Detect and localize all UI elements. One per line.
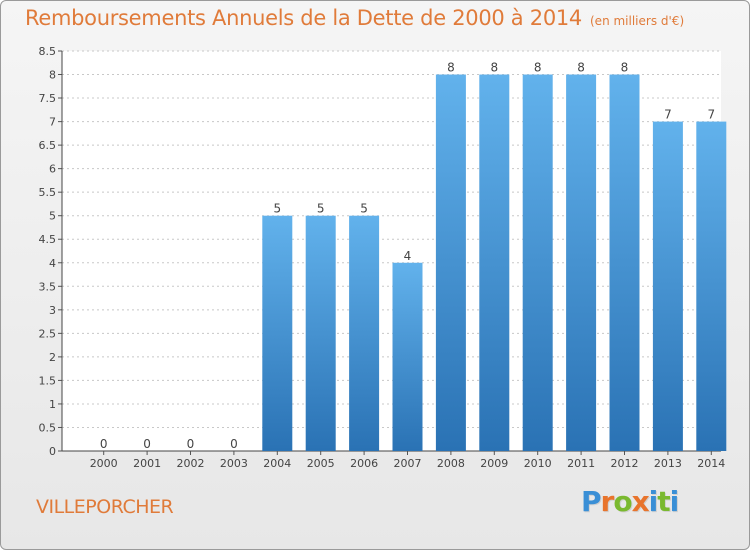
proxiti-logo: Proxiti [581,485,680,518]
bar-value-label: 0 [143,437,151,451]
x-tick-label: 2009 [480,457,508,470]
y-tick-label: 1.5 [39,374,57,387]
x-tick-label: 2008 [437,457,465,470]
y-tick-label: 3 [49,304,56,317]
bar-value-label: 8 [534,61,542,75]
y-tick-label: 6 [49,163,56,176]
bar-value-label: 5 [273,202,281,216]
logo-letter: t [657,485,670,518]
chart-title: Remboursements Annuels de la Dette de 20… [25,6,684,30]
y-tick-label: 5 [49,210,56,223]
logo-letter: r [600,485,615,518]
bar-value-label: 8 [577,61,585,75]
logo-letter: o [613,485,632,518]
y-tick-label: 3.5 [39,280,57,293]
bar-value-label: 7 [664,108,672,122]
bar [349,215,380,451]
y-tick-label: 4.5 [39,233,57,246]
x-tick-label: 2001 [133,457,161,470]
x-tick-label: 2014 [697,457,725,470]
bar [392,262,423,451]
y-tick-label: 8.5 [39,45,57,58]
x-tick-label: 2005 [307,457,335,470]
y-tick-label: 7.5 [39,92,57,105]
bar-value-label: 4 [404,249,412,263]
bar-value-label: 8 [447,61,455,75]
bar-value-label: 0 [100,437,108,451]
bar-value-label: 8 [621,61,629,75]
y-tick-label: 0 [49,445,56,458]
x-tick-label: 2011 [567,457,595,470]
chart-title-text: Remboursements Annuels de la Dette de 20… [25,6,582,30]
bar [696,121,727,452]
y-tick-label: 7 [49,116,56,129]
x-tick-label: 2007 [394,457,422,470]
town-name: VILLEPORCHER [36,496,174,518]
bar-value-label: 5 [317,202,325,216]
bar-value-label: 8 [490,61,498,75]
x-tick-label: 2000 [90,457,118,470]
y-tick-label: 5.5 [39,186,57,199]
bar [262,215,293,451]
y-tick-label: 1 [49,398,56,411]
x-tick-label: 2002 [177,457,205,470]
bar-value-label: 0 [230,437,238,451]
logo-letter: i [648,485,659,518]
x-tick-label: 2006 [350,457,378,470]
bar-value-label: 5 [360,202,368,216]
x-tick-label: 2012 [611,457,639,470]
x-tick-label: 2013 [654,457,682,470]
logo-letter: P [581,485,602,518]
bar [566,74,597,451]
bar-value-label: 0 [187,437,195,451]
bar-value-label: 7 [707,108,715,122]
bar [609,74,640,451]
y-tick-label: 0.5 [39,421,57,434]
logo-letter: x [631,485,650,518]
y-tick-label: 6.5 [39,139,57,152]
y-tick-label: 8 [49,69,56,82]
bar [435,74,466,451]
bar [522,74,553,451]
y-tick-label: 2.5 [39,327,57,340]
y-tick-label: 2 [49,351,56,364]
bar [479,74,510,451]
chart-subtitle: (en milliers d'€) [590,14,685,28]
x-tick-label: 2003 [220,457,248,470]
x-tick-label: 2004 [263,457,291,470]
logo-letter: i [669,485,680,518]
bar [652,121,683,452]
bar [305,215,336,451]
x-tick-label: 2010 [524,457,552,470]
y-tick-label: 4 [49,257,56,270]
